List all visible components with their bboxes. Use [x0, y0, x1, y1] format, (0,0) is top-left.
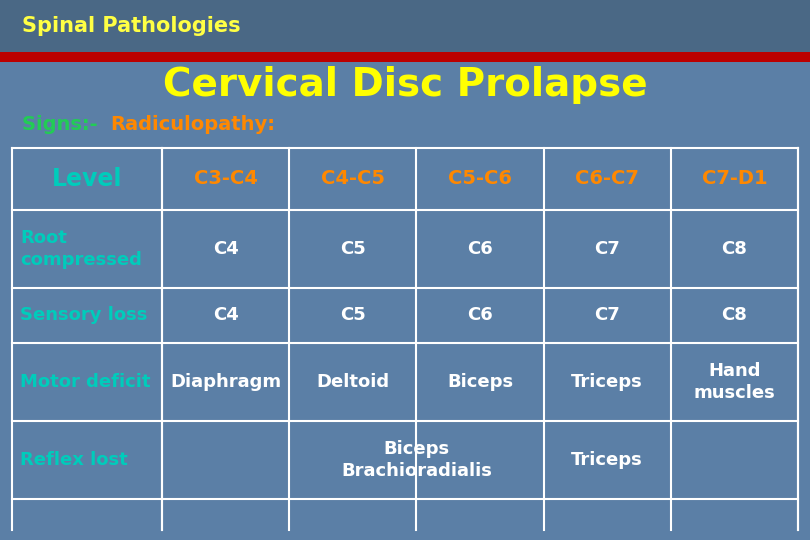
Text: Deltoid: Deltoid	[316, 373, 390, 391]
Text: Reflex lost: Reflex lost	[20, 451, 128, 469]
Text: C4-C5: C4-C5	[321, 170, 385, 188]
Text: Signs:-: Signs:-	[22, 116, 104, 134]
Text: C6: C6	[467, 240, 492, 258]
Text: C5: C5	[340, 240, 365, 258]
Text: Level: Level	[52, 167, 122, 191]
Bar	[0, 0, 810, 52]
Text: Motor deficit: Motor deficit	[20, 373, 151, 391]
Text: C7-D1: C7-D1	[701, 170, 767, 188]
Text: C5: C5	[340, 307, 365, 325]
Bar	[0, 52, 810, 62]
Text: Diaphragm: Diaphragm	[170, 373, 281, 391]
Text: C7: C7	[595, 307, 620, 325]
Text: Radiculopathy:: Radiculopathy:	[110, 116, 275, 134]
Text: C8: C8	[722, 307, 748, 325]
Text: C4: C4	[213, 240, 238, 258]
Text: C3-C4: C3-C4	[194, 170, 258, 188]
Text: Root
compressed: Root compressed	[20, 229, 142, 269]
Text: C5-C6: C5-C6	[448, 170, 512, 188]
Text: C4: C4	[213, 307, 238, 325]
Text: C6: C6	[467, 307, 492, 325]
Text: Triceps: Triceps	[571, 373, 643, 391]
Text: Biceps: Biceps	[447, 373, 513, 391]
Text: C8: C8	[722, 240, 748, 258]
Text: C7: C7	[595, 240, 620, 258]
Text: Biceps
Brachioradialis: Biceps Brachioradialis	[341, 440, 492, 480]
Text: Sensory loss: Sensory loss	[20, 307, 147, 325]
Text: Cervical Disc Prolapse: Cervical Disc Prolapse	[163, 66, 647, 104]
Text: Triceps: Triceps	[571, 451, 643, 469]
Text: Hand
muscles: Hand muscles	[693, 362, 775, 402]
Text: C6-C7: C6-C7	[575, 170, 639, 188]
Text: Spinal Pathologies: Spinal Pathologies	[22, 16, 241, 36]
